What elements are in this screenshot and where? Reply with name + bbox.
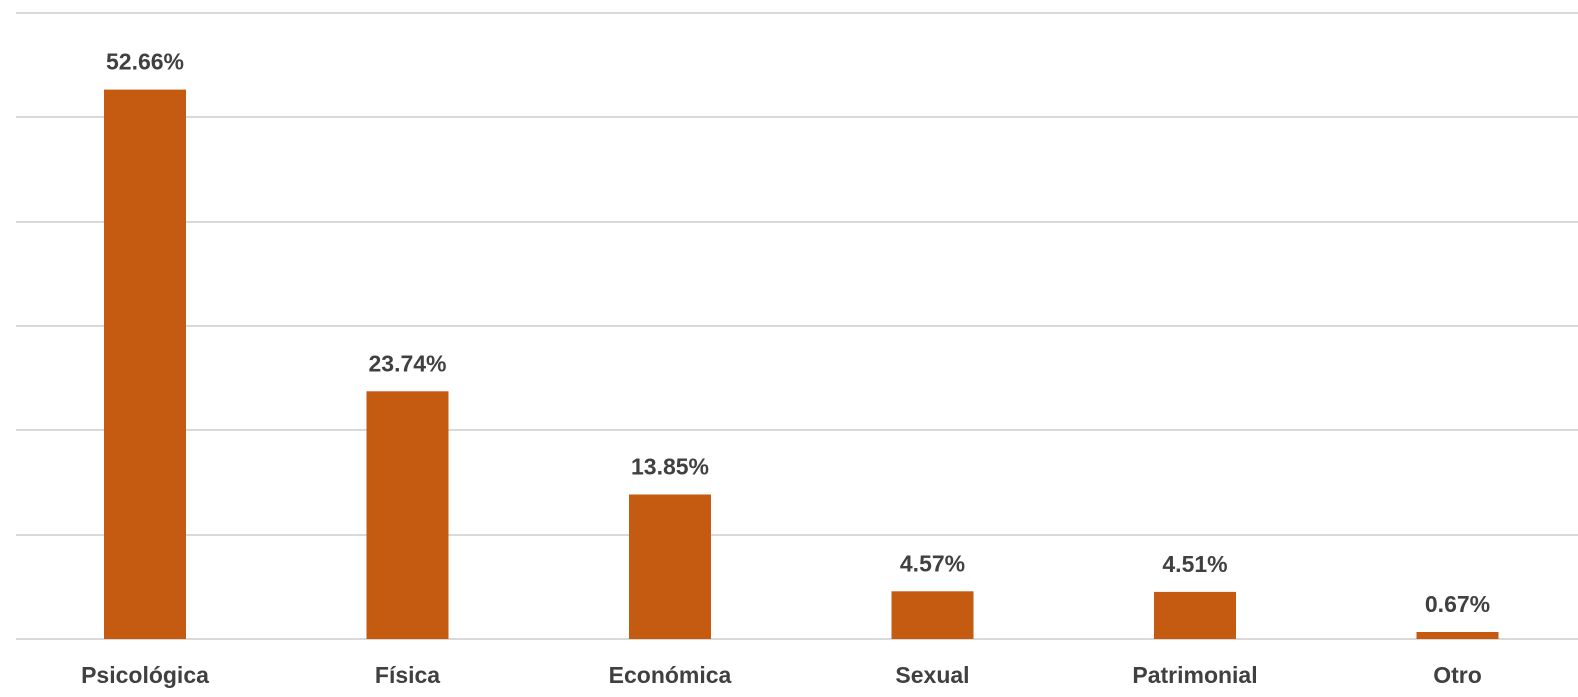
category-label-1: Física xyxy=(375,662,440,688)
data-label-4: 4.51% xyxy=(1162,551,1227,577)
bar-3 xyxy=(891,591,974,639)
category-labels: Psicológica Física Económica Sexual Patrimon… xyxy=(81,662,1482,688)
category-label-4: Patrimonial xyxy=(1132,662,1257,688)
category-label-5: Otro xyxy=(1433,662,1482,688)
category-label-2: Económica xyxy=(609,662,732,688)
data-labels: 52.66% 23.74% 13.85% 4.57% 4.51% 0.67% xyxy=(106,49,1490,617)
bar-0 xyxy=(104,89,186,640)
bar-5 xyxy=(1416,632,1499,639)
grid-lines xyxy=(16,12,1578,640)
bar-1 xyxy=(366,391,449,639)
bar-4 xyxy=(1154,591,1236,639)
data-label-0: 52.66% xyxy=(106,49,184,75)
data-label-5: 0.67% xyxy=(1425,591,1490,617)
category-label-0: Psicológica xyxy=(81,662,209,688)
data-label-3: 4.57% xyxy=(900,550,965,576)
data-label-1: 23.74% xyxy=(368,350,446,376)
bar-2 xyxy=(629,494,711,639)
category-label-3: Sexual xyxy=(895,662,969,688)
bars xyxy=(104,89,1499,640)
data-label-2: 13.85% xyxy=(631,454,709,480)
